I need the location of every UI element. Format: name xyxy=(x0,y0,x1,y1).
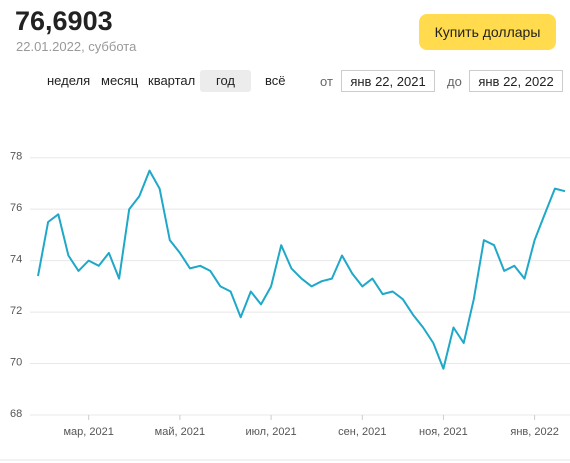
rate-value: 76,6903 xyxy=(15,6,113,36)
x-tick-label: ноя, 2021 xyxy=(419,426,468,438)
y-tick-label: 76 xyxy=(10,202,22,214)
x-tick-label: янв, 2022 xyxy=(510,426,558,438)
period-tab[interactable]: месяц xyxy=(101,73,139,88)
y-tick-label: 68 xyxy=(10,408,22,420)
x-tick-label: июл, 2021 xyxy=(246,426,297,438)
from-label: от xyxy=(320,74,333,89)
x-tick-label: мар, 2021 xyxy=(63,426,113,438)
period-tab[interactable]: неделя xyxy=(47,73,91,88)
buy-button[interactable]: Купить доллары xyxy=(419,14,556,50)
to-date[interactable]: янв 22, 2022 xyxy=(469,70,563,92)
y-tick-label: 78 xyxy=(10,151,22,163)
x-tick-label: май, 2021 xyxy=(155,426,205,438)
y-tick-label: 74 xyxy=(10,254,22,266)
x-tick-label: сен, 2021 xyxy=(338,426,386,438)
y-tick-label: 72 xyxy=(10,305,22,317)
period-tab[interactable]: год xyxy=(200,70,251,92)
y-tick-label: 70 xyxy=(10,356,22,368)
rate-line xyxy=(37,169,566,370)
to-label: до xyxy=(447,74,462,89)
from-date[interactable]: янв 22, 2021 xyxy=(341,70,435,92)
period-tab[interactable]: всё xyxy=(265,73,286,88)
rate-date: 22.01.2022, суббота xyxy=(16,39,137,54)
period-tab[interactable]: квартал xyxy=(148,73,196,88)
